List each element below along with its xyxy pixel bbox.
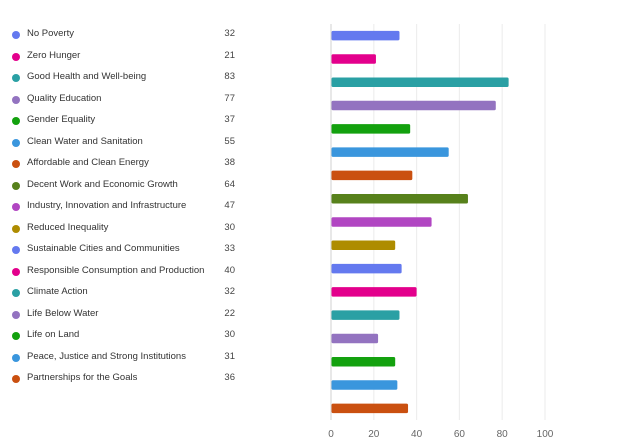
legend-value: 22 bbox=[224, 307, 235, 319]
legend-value: 30 bbox=[224, 221, 235, 233]
legend-label: Climate Action bbox=[27, 286, 88, 297]
x-tick-label: 40 bbox=[411, 429, 423, 440]
legend-item[interactable]: Sustainable Cities and Communities 33 bbox=[0, 240, 250, 260]
legend-item[interactable]: Quality Education 77 bbox=[0, 90, 250, 110]
legend-label: Responsible Consumption and Production bbox=[27, 264, 205, 276]
legend-value: 33 bbox=[224, 243, 235, 254]
legend-item[interactable]: Peace, Justice and Strong Institutions 31 bbox=[0, 348, 250, 368]
bar[interactable] bbox=[331, 54, 376, 64]
x-tick-label: 80 bbox=[497, 429, 509, 440]
legend-value: 21 bbox=[224, 49, 235, 61]
legend-value: 36 bbox=[224, 372, 235, 383]
legend-dot-icon bbox=[12, 353, 20, 362]
legend-label: Clean Water and Sanitation bbox=[27, 135, 143, 147]
legend-label: Quality Education bbox=[27, 92, 102, 104]
bar[interactable] bbox=[331, 287, 417, 297]
legend-item[interactable]: Decent Work and Economic Growth 64 bbox=[0, 176, 250, 196]
legend-value: 32 bbox=[224, 286, 235, 297]
bar[interactable] bbox=[331, 170, 413, 181]
legend-dot-icon bbox=[12, 332, 20, 340]
x-tick-label: 0 bbox=[328, 429, 334, 440]
legend-value: 37 bbox=[224, 114, 235, 125]
legend-label: Zero Hunger bbox=[27, 49, 81, 61]
legend-dot-icon bbox=[12, 160, 20, 168]
legend-dot-icon bbox=[12, 74, 20, 82]
legend-label: Good Health and Well-being bbox=[27, 71, 147, 82]
bar[interactable] bbox=[331, 100, 496, 111]
legend-item[interactable]: Clean Water and Sanitation 55 bbox=[0, 133, 250, 153]
bar[interactable] bbox=[331, 193, 468, 204]
bar[interactable] bbox=[331, 403, 409, 414]
x-tick-label: 20 bbox=[368, 429, 380, 440]
legend-label: No Poverty bbox=[27, 28, 74, 39]
x-tick-label: 60 bbox=[454, 429, 466, 440]
bar[interactable] bbox=[331, 30, 400, 41]
legend-label: Industry, Innovation and Infrastructure bbox=[27, 200, 187, 211]
legend-dot-icon bbox=[12, 310, 20, 319]
bar[interactable] bbox=[331, 333, 379, 344]
legend-value: 83 bbox=[224, 71, 235, 82]
legend-value: 40 bbox=[224, 264, 235, 276]
bar[interactable] bbox=[331, 147, 449, 157]
bar[interactable] bbox=[331, 380, 398, 390]
legend-dot-icon bbox=[12, 246, 20, 254]
legend-item[interactable]: No Poverty 32 bbox=[0, 25, 250, 45]
legend-dot-icon bbox=[12, 52, 20, 61]
legend-item[interactable]: Climate Action 32 bbox=[0, 283, 250, 303]
legend-value: 38 bbox=[224, 157, 235, 168]
legend-dot-icon bbox=[12, 117, 20, 125]
legend-item[interactable]: Partnerships for the Goals 36 bbox=[0, 369, 250, 389]
legend-label: Decent Work and Economic Growth bbox=[27, 178, 178, 190]
legend-label: Gender Equality bbox=[27, 114, 96, 125]
legend-value: 64 bbox=[224, 178, 235, 190]
bar[interactable] bbox=[331, 77, 509, 87]
legend-value: 31 bbox=[224, 350, 235, 362]
legend-label: Partnerships for the Goals bbox=[27, 372, 138, 383]
legend-dot-icon bbox=[12, 138, 20, 147]
bar[interactable] bbox=[331, 263, 402, 274]
bar[interactable] bbox=[331, 240, 396, 251]
bar[interactable] bbox=[331, 357, 396, 367]
bar[interactable] bbox=[331, 124, 411, 134]
legend-item[interactable]: Good Health and Well-being 83 bbox=[0, 68, 250, 88]
legend-label: Sustainable Cities and Communities bbox=[27, 243, 180, 254]
legend-item[interactable]: Industry, Innovation and Infrastructure 4… bbox=[0, 197, 250, 217]
legend-label: Peace, Justice and Strong Institutions bbox=[27, 350, 186, 362]
legend-dot-icon bbox=[12, 224, 20, 233]
legend-item[interactable]: Life on Land 30 bbox=[0, 326, 250, 346]
legend-label: Life on Land bbox=[27, 329, 80, 340]
bar[interactable] bbox=[331, 217, 432, 227]
legend-item[interactable]: Reduced Inequality 30 bbox=[0, 219, 250, 239]
legend-label: Affordable and Clean Energy bbox=[27, 157, 149, 168]
legend-value: 77 bbox=[224, 92, 235, 104]
legend-item[interactable]: Responsible Consumption and Production 40 bbox=[0, 262, 250, 282]
legend-dot-icon bbox=[12, 203, 20, 211]
legend-label: Reduced Inequality bbox=[27, 221, 109, 233]
bar[interactable] bbox=[331, 310, 400, 320]
legend-label: Life Below Water bbox=[27, 307, 99, 319]
legend-value: 47 bbox=[224, 200, 235, 211]
x-tick-label: 100 bbox=[537, 429, 554, 440]
legend-value: 32 bbox=[224, 28, 235, 39]
legend-item[interactable]: Affordable and Clean Energy 38 bbox=[0, 154, 250, 174]
legend-dot-icon bbox=[12, 375, 20, 383]
legend-dot-icon bbox=[12, 31, 20, 39]
legend-dot-icon bbox=[12, 267, 20, 276]
legend-value: 55 bbox=[224, 135, 235, 147]
legend-value: 30 bbox=[224, 329, 235, 340]
legend-dot-icon bbox=[12, 95, 20, 104]
legend-item[interactable]: Zero Hunger 21 bbox=[0, 47, 250, 67]
legend-dot-icon bbox=[12, 289, 20, 297]
legend-item[interactable]: Life Below Water 22 bbox=[0, 305, 250, 325]
legend-item[interactable]: Gender Equality 37 bbox=[0, 111, 250, 131]
legend-dot-icon bbox=[12, 181, 20, 190]
